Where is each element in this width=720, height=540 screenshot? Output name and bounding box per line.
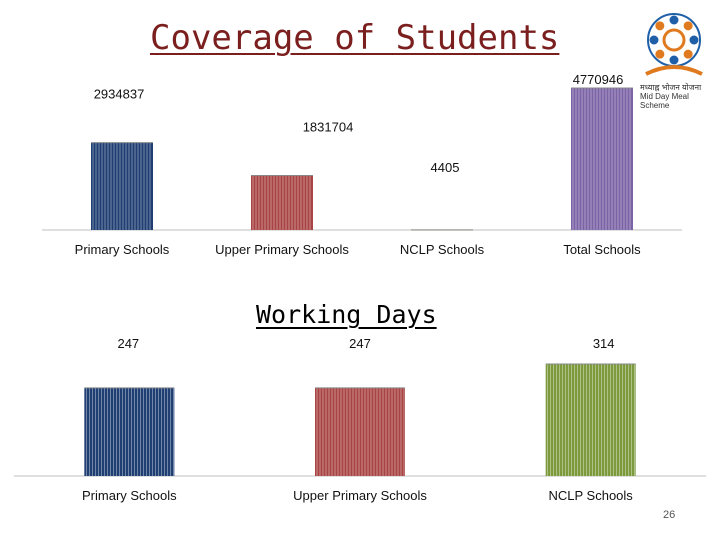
logo-petal [655, 49, 665, 59]
bar-nclp-schools [545, 363, 636, 476]
working-days-title: Working Days [256, 300, 437, 329]
logo-caption: मध्याह्न भोजन योजना Mid Day Meal Scheme [640, 83, 720, 110]
bar-upper-primary-schools [251, 174, 313, 230]
coverage-title: Coverage of Students [150, 18, 560, 58]
logo-line-hindi: मध्याह्न भोजन योजना [640, 83, 702, 92]
category-label: Upper Primary Schools [293, 488, 427, 503]
category-label: Primary Schools [82, 488, 177, 503]
logo-petal [669, 15, 679, 25]
bar-primary-schools [91, 142, 153, 230]
mid-day-meal-logo [632, 4, 716, 104]
bar-total-schools [571, 87, 633, 230]
logo-petal [683, 49, 693, 59]
bar [91, 142, 153, 230]
logo-petal [655, 21, 665, 31]
page-number: 26 [663, 509, 676, 521]
value-label: 1831704 [303, 119, 354, 134]
bar [545, 364, 636, 476]
value-label: 247 [349, 336, 371, 351]
bar [571, 88, 633, 230]
category-label: NCLP Schools [549, 488, 634, 503]
bar [251, 175, 313, 230]
logo-petal [683, 21, 693, 31]
value-label: 4405 [431, 160, 460, 175]
category-label: NCLP Schools [400, 242, 485, 257]
bar [315, 387, 405, 476]
bar-nclp-schools [411, 229, 473, 231]
category-label: Upper Primary Schools [215, 242, 349, 257]
value-label: 247 [117, 336, 139, 351]
value-label: 2934837 [94, 87, 145, 102]
bar-primary-schools [84, 387, 175, 476]
value-label: 314 [593, 336, 615, 351]
bar [84, 387, 175, 476]
value-label: 4770946 [573, 72, 624, 87]
bar-upper-primary-schools [315, 387, 405, 476]
logo-petal [649, 35, 659, 45]
category-label: Primary Schools [75, 242, 170, 257]
category-label: Total Schools [563, 242, 641, 257]
logo-petal [669, 55, 679, 65]
logo-line-english: Mid Day Meal Scheme [640, 92, 689, 110]
logo-petal [689, 35, 699, 45]
